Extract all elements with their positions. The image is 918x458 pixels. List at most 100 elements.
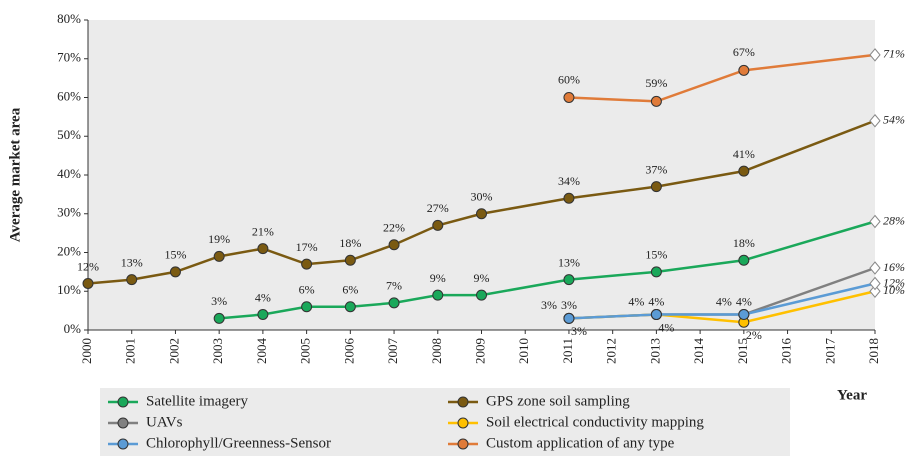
x-tick-label: 2003 (210, 338, 225, 364)
legend-label: Custom application of any type (486, 435, 675, 451)
x-tick-label: 2000 (79, 338, 94, 364)
point (388, 297, 400, 309)
x-tick-label: 2017 (822, 338, 837, 365)
x-tick-label: 2012 (604, 338, 619, 364)
x-tick-label: 2004 (254, 338, 269, 365)
data-label: 6% (299, 283, 315, 297)
legend-label: Chlorophyll/Greenness-Sensor (146, 435, 331, 451)
data-label: 3% (571, 324, 587, 338)
x-tick-label: 2013 (647, 338, 662, 364)
point (82, 278, 94, 289)
forecast-marker (869, 48, 881, 62)
data-label: 4% (628, 294, 644, 308)
data-label: 30% (471, 190, 493, 204)
forecast-marker (869, 276, 881, 291)
point (301, 301, 313, 313)
data-label: 4% (255, 290, 271, 304)
point (738, 254, 750, 266)
data-label: 60% (558, 72, 580, 86)
point (126, 274, 138, 286)
y-tick-label: 0% (64, 321, 82, 336)
data-label: 15% (164, 248, 186, 262)
data-label: 3% (541, 298, 557, 312)
point (213, 250, 225, 262)
data-label: 12% (883, 275, 905, 289)
data-label: 4% (736, 294, 752, 308)
y-tick-label: 80% (57, 11, 81, 26)
legend-label: GPS zone soil sampling (486, 393, 630, 409)
y-tick-label: 30% (57, 205, 81, 220)
point (738, 165, 750, 177)
x-tick-label: 2010 (516, 338, 531, 364)
legend-label: Soil electrical conductivity mapping (486, 414, 704, 430)
data-label: 12% (77, 259, 99, 273)
point (432, 289, 444, 301)
forecast-marker (869, 284, 881, 299)
data-label: 13% (121, 255, 143, 269)
legend-marker (457, 438, 469, 450)
point (650, 266, 662, 278)
x-tick-label: 2018 (866, 338, 881, 364)
x-tick-label: 2015 (735, 338, 750, 364)
series-line (568, 282, 876, 320)
data-label: 3% (211, 294, 227, 308)
point (650, 309, 662, 320)
x-tick-label: 2014 (691, 338, 706, 365)
legend-marker (117, 396, 129, 408)
x-tick-label: 2011 (560, 338, 575, 364)
data-label: 22% (383, 221, 405, 235)
y-tick-label: 70% (57, 50, 81, 65)
point (344, 301, 356, 313)
data-label: 21% (252, 224, 274, 238)
data-label: 6% (342, 283, 358, 297)
data-label: 9% (430, 271, 446, 285)
x-axis-label: Year (837, 387, 867, 403)
point (301, 258, 313, 270)
point (257, 243, 269, 255)
data-label: 4% (658, 320, 674, 334)
data-label: 13% (558, 255, 580, 269)
data-label: 9% (474, 271, 490, 285)
y-tick-label: 10% (57, 282, 81, 297)
legend-box (100, 388, 790, 456)
data-label: 17% (296, 240, 318, 254)
legend-marker (117, 417, 129, 429)
y-tick-label: 20% (57, 243, 81, 258)
legend-marker (117, 438, 129, 450)
data-label: 41% (733, 147, 755, 161)
x-tick-label: 2009 (472, 338, 487, 364)
data-label: 59% (645, 76, 667, 90)
data-label: 71% (883, 47, 905, 61)
data-label: 67% (733, 45, 755, 59)
point (476, 208, 487, 220)
data-label: 10% (883, 283, 905, 297)
forecast-marker (869, 113, 881, 128)
data-label: 7% (386, 279, 402, 293)
point (563, 312, 575, 324)
legend-marker (457, 417, 469, 429)
series-line (87, 119, 876, 285)
x-tick-label: 2006 (341, 338, 356, 365)
data-label: 34% (558, 174, 580, 188)
legend-label: UAVs (146, 414, 183, 430)
data-label: 37% (645, 162, 667, 176)
point (257, 309, 269, 320)
data-label: 3% (561, 298, 577, 312)
point (169, 266, 181, 278)
x-tick-label: 2005 (298, 338, 313, 364)
point (476, 289, 487, 301)
legend-label: Satellite imagery (146, 393, 249, 409)
data-label: 19% (208, 232, 230, 246)
forecast-marker (869, 261, 881, 275)
point (738, 309, 750, 320)
point (344, 254, 356, 266)
point (432, 219, 444, 231)
data-label: 54% (883, 113, 905, 127)
data-label: 2% (746, 328, 762, 342)
forecast-marker (869, 214, 881, 229)
data-label: 18% (733, 236, 755, 250)
data-label: 15% (645, 248, 667, 262)
y-tick-label: 60% (57, 88, 81, 103)
